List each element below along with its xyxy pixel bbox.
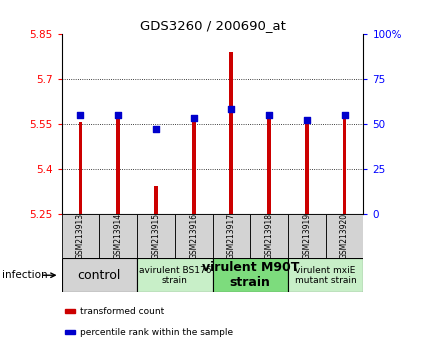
Bar xyxy=(212,214,250,258)
Bar xyxy=(65,330,75,334)
Bar xyxy=(288,258,363,292)
Bar xyxy=(192,122,196,214)
Bar xyxy=(99,214,137,258)
Point xyxy=(190,116,197,121)
Title: GDS3260 / 200690_at: GDS3260 / 200690_at xyxy=(139,19,286,33)
Point xyxy=(303,118,310,123)
Point xyxy=(228,107,235,112)
Point xyxy=(77,112,84,118)
Bar xyxy=(79,122,82,214)
Text: GSM213916: GSM213916 xyxy=(189,213,198,259)
Bar xyxy=(175,214,212,258)
Bar xyxy=(267,117,271,214)
Bar xyxy=(65,309,75,313)
Text: transformed count: transformed count xyxy=(80,307,164,316)
Point xyxy=(115,112,122,118)
Point xyxy=(266,112,272,118)
Bar xyxy=(343,117,346,214)
Text: GSM213913: GSM213913 xyxy=(76,213,85,259)
Bar xyxy=(137,258,212,292)
Text: control: control xyxy=(78,269,121,282)
Bar xyxy=(230,52,233,214)
Point xyxy=(153,126,159,132)
Bar xyxy=(212,258,288,292)
Text: GSM213920: GSM213920 xyxy=(340,213,349,259)
Bar xyxy=(288,214,326,258)
Text: GSM213914: GSM213914 xyxy=(114,213,123,259)
Bar xyxy=(116,117,120,214)
Bar xyxy=(154,185,158,214)
Bar xyxy=(62,258,137,292)
Bar xyxy=(62,214,99,258)
Bar xyxy=(326,214,363,258)
Text: virulent M90T
strain: virulent M90T strain xyxy=(201,261,299,289)
Point xyxy=(341,112,348,118)
Text: GSM213915: GSM213915 xyxy=(151,213,160,259)
Text: GSM213918: GSM213918 xyxy=(265,213,274,259)
Text: percentile rank within the sample: percentile rank within the sample xyxy=(80,327,233,337)
Text: GSM213919: GSM213919 xyxy=(302,213,311,259)
Text: avirulent BS176
strain: avirulent BS176 strain xyxy=(139,266,211,285)
Bar xyxy=(250,214,288,258)
Text: GSM213917: GSM213917 xyxy=(227,213,236,259)
Text: virulent mxiE
mutant strain: virulent mxiE mutant strain xyxy=(295,266,357,285)
Text: infection: infection xyxy=(2,270,48,280)
Bar xyxy=(137,214,175,258)
Bar xyxy=(305,122,309,214)
